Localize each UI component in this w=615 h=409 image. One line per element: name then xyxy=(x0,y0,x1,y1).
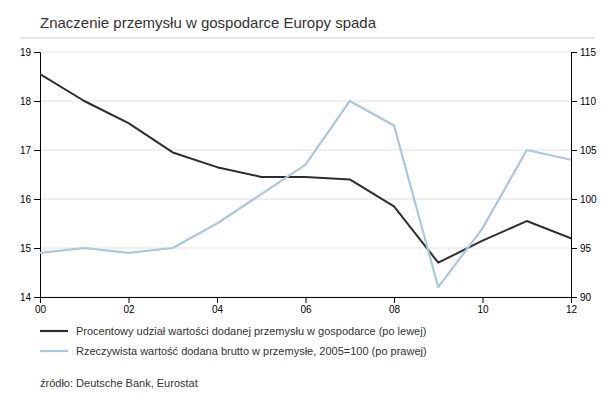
y2-axis: 90 95 100 105 110 115 xyxy=(571,47,597,303)
tick-mark xyxy=(571,150,577,151)
series-line xyxy=(40,74,571,263)
separator xyxy=(20,38,595,39)
legend-item: Rzeczywista wartość dodana brutto w prze… xyxy=(40,345,427,357)
tick-mark xyxy=(34,101,40,102)
tick: 04 xyxy=(212,297,224,315)
tick-mark xyxy=(34,52,40,53)
tick: 90 xyxy=(571,292,592,303)
legend: Procentowy udział wartości dodanej przem… xyxy=(40,325,427,357)
legend-swatch xyxy=(40,330,68,332)
tick-mark xyxy=(571,101,577,102)
tick-mark xyxy=(571,52,577,53)
tick-label: 19 xyxy=(20,47,32,58)
tick-label: 95 xyxy=(580,243,592,254)
tick-label: 08 xyxy=(389,304,401,315)
grid-line xyxy=(40,52,571,53)
tick-mark xyxy=(34,248,40,249)
tick: 08 xyxy=(389,297,401,315)
tick-label: 115 xyxy=(580,47,596,58)
tick-label: 16 xyxy=(20,194,32,205)
lines xyxy=(40,74,571,287)
grid xyxy=(40,52,571,297)
tick-mark xyxy=(129,297,130,303)
tick-mark xyxy=(34,150,40,151)
tick-label: 18 xyxy=(20,96,32,107)
tick-label: 90 xyxy=(580,292,592,303)
tick-mark xyxy=(571,248,577,249)
tick: 02 xyxy=(123,297,135,315)
tick: 17 xyxy=(20,145,40,156)
y-axis: 14 15 16 17 18 19 xyxy=(20,47,41,303)
legend-label: Procentowy udział wartości dodanej przem… xyxy=(76,325,426,337)
chart: Znaczenie przemysłu w gospodarce Europy … xyxy=(0,0,615,409)
grid-line xyxy=(40,199,571,200)
tick-mark xyxy=(394,297,395,303)
tick: 00 xyxy=(35,297,47,315)
grid-line xyxy=(40,248,571,249)
tick-mark xyxy=(217,297,218,303)
series-line xyxy=(40,101,571,287)
tick-label: 17 xyxy=(20,145,32,156)
tick-mark xyxy=(571,297,577,298)
tick: 16 xyxy=(20,194,40,205)
tick-label: 15 xyxy=(20,243,32,254)
tick: 15 xyxy=(20,243,40,254)
tick: 115 xyxy=(571,47,596,58)
tick-label: 10 xyxy=(477,304,489,315)
tick: 110 xyxy=(571,96,596,107)
tick: 105 xyxy=(571,145,597,156)
tick-mark xyxy=(571,199,577,200)
tick: 100 xyxy=(571,194,597,205)
tick: 12 xyxy=(566,297,578,315)
tick: 19 xyxy=(20,47,40,58)
tick-mark xyxy=(34,199,40,200)
axis-line xyxy=(572,53,578,298)
axis-line xyxy=(34,53,41,298)
tick: 10 xyxy=(477,297,489,315)
tick: 95 xyxy=(571,243,592,254)
tick-label: 14 xyxy=(20,292,32,303)
tick: 14 xyxy=(20,292,40,303)
x-axis: 00 02 04 06 08 10 12 xyxy=(35,297,578,315)
legend-item: Procentowy udział wartości dodanej przem… xyxy=(40,325,426,337)
tick-label: 12 xyxy=(566,304,578,315)
axis-line xyxy=(41,298,572,304)
tick-label: 04 xyxy=(212,304,224,315)
tick: 06 xyxy=(300,297,312,315)
grid-line xyxy=(40,150,571,151)
tick-label: 00 xyxy=(35,304,47,315)
legend-label: Rzeczywista wartość dodana brutto w prze… xyxy=(76,345,427,357)
tick-mark xyxy=(483,297,484,303)
grid-line xyxy=(40,101,571,102)
tick-label: 105 xyxy=(580,145,597,156)
tick: 18 xyxy=(20,96,40,107)
annotation: źródło: Deutsche Bank, Eurostat xyxy=(40,377,198,389)
tick-label: 02 xyxy=(123,304,135,315)
tick-label: 110 xyxy=(580,96,596,107)
plot: 00 02 04 06 08 10 12 14 15 16 17 18 19 90 95 100 105 110 1… xyxy=(20,47,597,315)
legend-swatch xyxy=(40,350,68,352)
tick-mark xyxy=(34,297,40,298)
tick-mark xyxy=(306,297,307,303)
tick-label: 100 xyxy=(580,194,597,205)
title: Znaczenie przemysłu w gospodarce Europy … xyxy=(40,14,377,31)
tick-label: 06 xyxy=(300,304,312,315)
